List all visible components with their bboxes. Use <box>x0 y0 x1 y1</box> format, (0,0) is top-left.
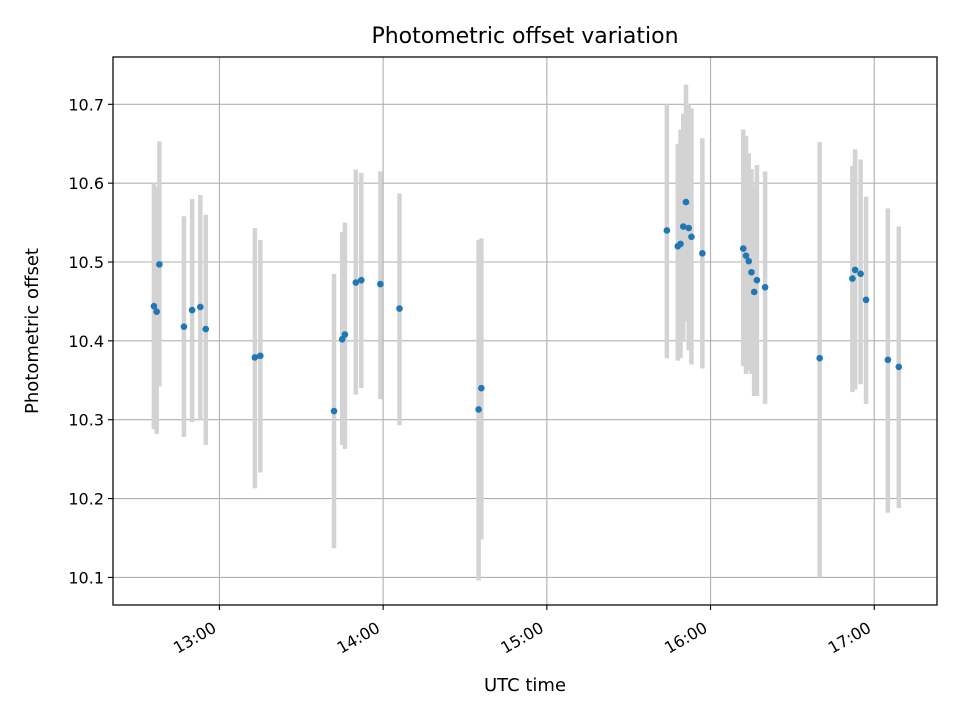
data-point <box>677 240 684 248</box>
y-tick-label: 10.4 <box>68 332 104 351</box>
data-point <box>396 305 403 312</box>
data-point <box>188 306 196 314</box>
data-point <box>851 266 859 274</box>
data-point <box>816 354 823 362</box>
x-tick-label: 17:00 <box>825 618 874 658</box>
x-tick-label: 13:00 <box>170 618 219 658</box>
data-point <box>748 268 755 276</box>
data-point <box>849 275 856 282</box>
error-bars <box>151 84 902 581</box>
data-point <box>150 302 158 310</box>
data-point <box>895 363 903 371</box>
data-point <box>682 198 690 206</box>
x-tick-label: 14:00 <box>334 618 383 658</box>
data-point <box>685 224 693 232</box>
data-point <box>663 227 671 234</box>
data-point <box>884 356 892 364</box>
plot-area-frame <box>112 56 938 606</box>
data-point <box>377 280 384 288</box>
data-point <box>862 296 870 304</box>
y-tick-label: 10.3 <box>68 411 104 430</box>
x-tick-label: 16:00 <box>661 618 710 658</box>
data-point <box>742 252 750 259</box>
x-axis-label: UTC time <box>484 675 566 696</box>
data-point <box>257 352 264 360</box>
y-tick-label: 10.2 <box>68 490 104 509</box>
grid <box>113 57 937 605</box>
data-point <box>761 283 769 291</box>
y-tick-label: 10.6 <box>68 174 104 193</box>
data-point <box>153 308 160 315</box>
data-point <box>688 233 695 241</box>
data-point <box>341 331 349 338</box>
data-point <box>251 354 259 361</box>
data-point <box>352 279 360 286</box>
data-point <box>857 270 864 278</box>
data-point <box>750 288 758 296</box>
data-point <box>753 276 761 284</box>
data-point <box>478 384 485 392</box>
chart-title: Photometric offset variation <box>371 24 678 49</box>
x-tick-label: 15:00 <box>497 618 546 658</box>
data-point <box>699 250 706 257</box>
data-point <box>745 257 753 265</box>
y-tick-label: 10.5 <box>68 253 104 272</box>
data-point <box>739 245 747 252</box>
data-points <box>150 198 903 415</box>
data-point <box>202 325 210 333</box>
data-point <box>475 406 482 413</box>
data-point <box>357 276 365 284</box>
data-point <box>197 303 204 311</box>
data-point <box>156 261 163 268</box>
data-point <box>679 223 687 230</box>
data-point <box>180 323 188 330</box>
y-axis-label: Photometric offset <box>22 248 43 414</box>
y-tick-label: 10.7 <box>68 95 104 114</box>
y-tick-label: 10.1 <box>68 568 104 587</box>
data-point <box>330 407 338 415</box>
